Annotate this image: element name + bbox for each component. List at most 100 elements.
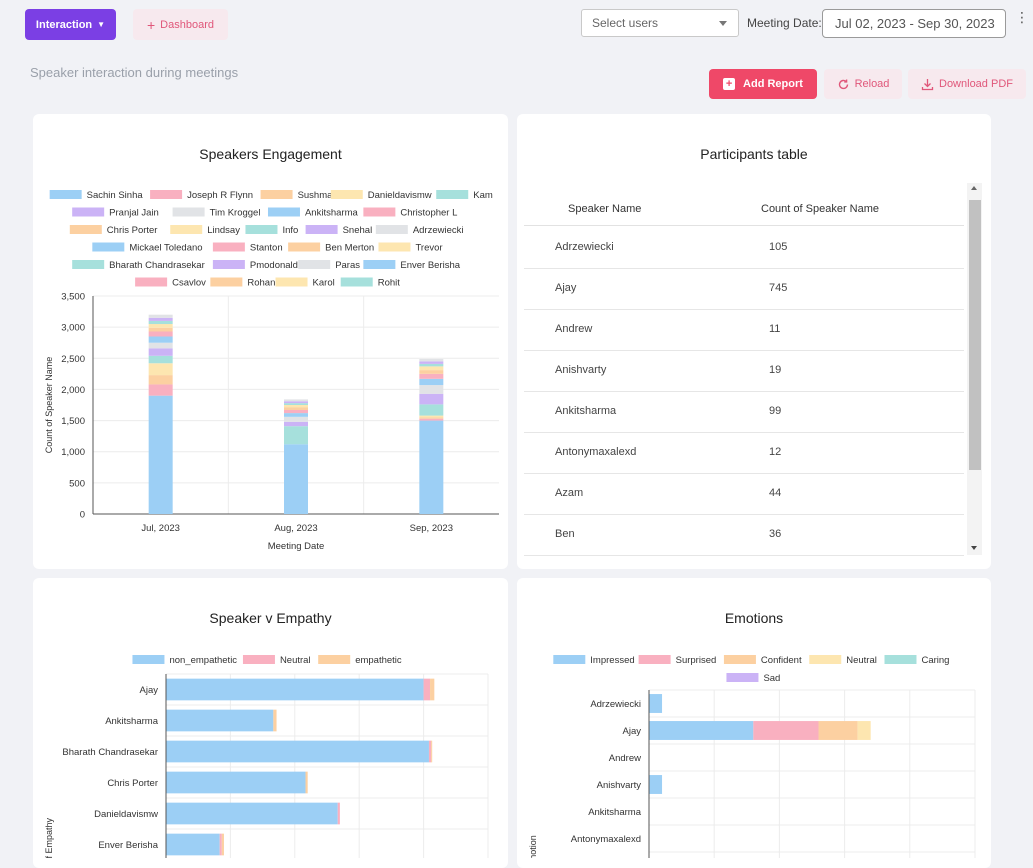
plus-icon: + (723, 78, 736, 90)
legend-label: Neutral (846, 655, 877, 666)
reload-button[interactable]: Reload (824, 69, 902, 99)
table-row[interactable]: Azam 44 (524, 474, 964, 515)
bar-segment (166, 678, 424, 701)
bar-segment (419, 417, 444, 419)
legend-swatch (69, 225, 102, 234)
bar-segment (284, 401, 308, 404)
table-row[interactable]: Antonymaxalexd 12 (524, 433, 964, 474)
legend-swatch (172, 207, 205, 217)
bar-segment (148, 375, 173, 385)
download-pdf-button[interactable]: Download PDF (908, 69, 1026, 99)
bar-segment (419, 358, 444, 362)
bar-segment (148, 395, 173, 514)
x-tick-label: Aug, 2023 (274, 523, 317, 534)
bar-segment (148, 342, 173, 349)
dashboard-button[interactable]: + Dashboard (133, 9, 228, 40)
legend-label: empathetic (355, 655, 402, 666)
legend-swatch (170, 225, 203, 234)
bar-segment (337, 802, 340, 825)
meeting-date-range-input[interactable]: Jul 02, 2023 - Sep 30, 2023 (822, 9, 1006, 38)
legend-label: Lindsay (207, 225, 240, 236)
legend-label: Chris Porter (107, 225, 158, 236)
y-tick-label: 2,500 (61, 354, 85, 365)
legend-swatch (330, 190, 363, 199)
header-count[interactable]: Count of Speaker Name (761, 203, 880, 215)
y-axis-label: Count of Emotion (528, 835, 538, 858)
bar-segment (284, 444, 308, 514)
speaker-count-cell: 19 (769, 364, 782, 376)
speaker-name-cell: Ankitsharma (555, 405, 617, 417)
y-tick-label: 1,000 (61, 447, 85, 458)
table-row[interactable]: Adrzewiecki 105 (524, 228, 964, 269)
scrollbar-thumb[interactable] (969, 200, 981, 470)
bar-segment (166, 709, 274, 732)
bar-segment (857, 721, 871, 740)
legend-swatch (132, 655, 165, 664)
select-users-placeholder: Select users (592, 16, 659, 30)
scroll-up-icon[interactable] (971, 186, 977, 190)
table-row[interactable]: Ajay 745 (524, 269, 964, 310)
header-speaker-name[interactable]: Speaker Name (568, 203, 642, 215)
interaction-dropdown-button[interactable]: Interaction ▼ (25, 9, 116, 40)
table-row[interactable]: Ben 36 (524, 515, 964, 556)
bar-segment (419, 366, 444, 371)
speakers-engagement-chart: Sachin Sinha Joseph R Flynn Sushma Danielda… (44, 190, 499, 552)
legend-swatch (298, 260, 331, 269)
legend-label: Adrzewiecki (413, 225, 464, 236)
category-label: Chris Porter (107, 778, 158, 789)
legend-swatch (267, 207, 300, 217)
bar-segment (148, 314, 173, 318)
legend-swatch (363, 207, 396, 217)
category-label: Bharath Chandrasekar (62, 747, 158, 758)
more-options-icon[interactable]: ⋮ (1015, 9, 1029, 25)
legend-swatch (726, 673, 759, 682)
bar-segment (419, 363, 444, 367)
y-tick-label: 1,500 (61, 416, 85, 427)
table-row[interactable]: Ankitsharma 99 (524, 392, 964, 433)
legend-swatch (275, 277, 308, 287)
x-axis-label: Meeting Date (268, 541, 325, 552)
legend-label: Confident (761, 655, 802, 666)
bar-segment (284, 403, 308, 405)
speaker-name-cell: Adrzewiecki (555, 241, 614, 253)
bar-segment (148, 324, 173, 328)
bar-segment (419, 418, 444, 421)
speaker-name-cell: Azam (555, 487, 584, 499)
legend-swatch (884, 655, 917, 664)
chart-title: Speaker v Empathy (209, 610, 332, 626)
table-row[interactable]: Anishvarty 19 (524, 351, 964, 392)
bar-segment (273, 709, 277, 732)
speaker-name-cell: Ben (555, 528, 575, 540)
scroll-down-icon[interactable] (971, 546, 977, 550)
category-label: Ankitsharma (105, 716, 159, 727)
speaker-count-cell: 745 (769, 282, 788, 294)
legend-label: Info (282, 225, 298, 236)
legend-swatch (436, 190, 469, 199)
bar-segment (221, 833, 224, 856)
legend-label: Neutral (280, 655, 311, 666)
bar-segment (166, 802, 338, 825)
add-report-button[interactable]: + Add Report (709, 69, 817, 99)
interaction-label: Interaction (35, 18, 93, 31)
category-label: Antonymaxalexd (571, 834, 641, 845)
bar-segment (753, 721, 819, 740)
legend-label: Snehal (343, 225, 373, 236)
legend-swatch (212, 242, 245, 252)
bar-segment (148, 317, 173, 321)
legend-label: Stanton (250, 243, 283, 254)
reload-icon (838, 79, 848, 89)
participants-table-header: Speaker Name Count of Speaker Name (524, 190, 964, 226)
select-users-dropdown[interactable]: Select users (581, 9, 739, 37)
legend-label: Ankitsharma (305, 208, 359, 219)
bar-segment (284, 416, 308, 422)
bar-segment (148, 331, 173, 337)
legend-swatch (242, 655, 275, 664)
legend-label: Christopher L (400, 208, 457, 219)
legend-swatch (375, 225, 408, 234)
legend-swatch (210, 277, 243, 287)
y-tick-label: 500 (69, 478, 85, 489)
legend-swatch (340, 277, 373, 287)
plus-icon: + (146, 16, 156, 33)
bar-segment (419, 370, 444, 374)
table-row[interactable]: Andrew 11 (524, 310, 964, 351)
